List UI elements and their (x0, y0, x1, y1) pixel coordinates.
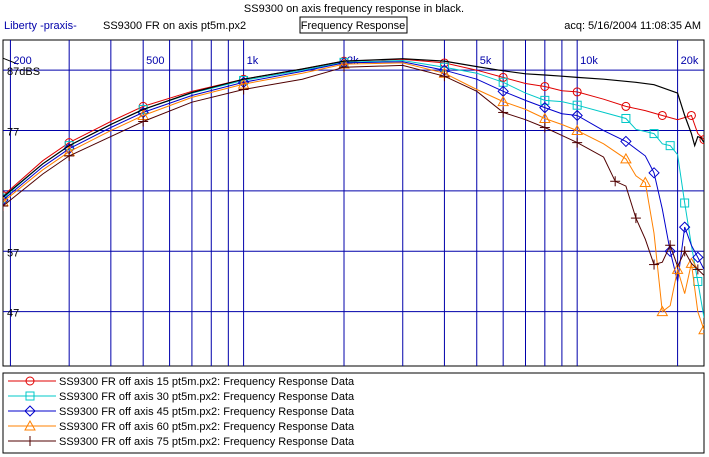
series-line-2 (3, 61, 704, 282)
legend-label: SS9300 FR off axis 60 pt5m.px2: Frequenc… (59, 421, 355, 433)
series-1-point (439, 62, 449, 72)
series-3-point (671, 263, 684, 274)
series-3-point (698, 323, 704, 335)
series-4-point (238, 84, 249, 95)
chart-title: SS9300 on axis frequency response in bla… (244, 3, 464, 15)
series-2-point (620, 135, 632, 148)
series-0-point (621, 101, 631, 111)
series-4-point (630, 213, 641, 224)
series-3-point (538, 112, 551, 123)
reference-level-marker (2, 57, 19, 65)
legend-marker (24, 405, 36, 417)
series-4-point (610, 176, 621, 187)
legend-marker (25, 436, 35, 446)
series-0-point (572, 87, 582, 97)
series-line-5 (3, 58, 704, 198)
series-0-point (498, 72, 508, 82)
x-tick-label: 500 (146, 55, 164, 67)
legend: SS9300 FR off axis 15 pt5m.px2: Frequenc… (8, 376, 355, 448)
legend-marker (25, 376, 35, 386)
legend-label: SS9300 FR off axis 15 pt5m.px2: Frequenc… (59, 376, 355, 388)
series-2-point (3, 194, 9, 206)
series-1-point (665, 141, 675, 151)
series-1-point (621, 113, 631, 123)
series-0-point (686, 110, 696, 120)
series-4-point (498, 107, 509, 118)
series-4-point (692, 264, 703, 275)
series-3-point (497, 95, 510, 107)
series-4-point (539, 122, 550, 133)
series-2-point (692, 251, 704, 264)
series-1-point (649, 129, 659, 139)
frequency-response-tab[interactable] (299, 16, 408, 34)
series-1-point (138, 104, 148, 114)
y-tick-label: 87dBS (7, 66, 40, 78)
series-4-point (138, 116, 149, 127)
legend-marker (25, 391, 35, 401)
series-3-point (3, 195, 9, 207)
app-name: Liberty -praxis- (4, 20, 77, 32)
legend-label: SS9300 FR off axis 75 pt5m.px2: Frequenc… (59, 436, 355, 448)
series-1-point (572, 100, 582, 110)
y-tick-label: 57 (7, 247, 19, 259)
series-4-point (64, 150, 75, 161)
series-0-point (657, 110, 667, 120)
y-tick-label: 77 (7, 127, 19, 139)
series-2-point (678, 221, 691, 233)
series-3-point (620, 152, 632, 164)
series-2-point (571, 109, 583, 122)
series-4-point (439, 71, 450, 82)
x-tick-label: 1k (247, 55, 259, 67)
series-line-4 (3, 64, 704, 276)
series-2-point (648, 167, 660, 179)
series-3-point (639, 176, 652, 187)
series-line-3 (3, 62, 704, 330)
series-3-point (656, 305, 669, 317)
x-tick-label: 200 (13, 55, 31, 67)
series-2-point (664, 245, 676, 258)
legend-marker (24, 419, 36, 431)
acquisition-timestamp: acq: 5/16/2004 11:08:35 AM (564, 20, 701, 32)
series-4-point (339, 62, 350, 73)
series-lines (3, 56, 704, 335)
series-line-0 (3, 58, 704, 197)
plot-frame (2, 39, 705, 367)
series-0-point (540, 81, 550, 91)
file-name: SS9300 FR on axis pt5m.px2 (103, 20, 246, 32)
series-1-point (540, 95, 550, 105)
series-1-point (64, 141, 74, 151)
legend-label: SS9300 FR off axis 30 pt5m.px2: Frequenc… (59, 391, 355, 403)
series-3-point (571, 124, 584, 136)
x-tick-label: 20k (681, 55, 699, 67)
series-4-point (3, 201, 8, 212)
series-1-point (680, 198, 690, 208)
series-4-point (572, 137, 583, 148)
frequency-response-tab-label: Frequency Response (301, 20, 406, 32)
series-4-point (649, 259, 660, 270)
series-0-point (699, 135, 704, 145)
y-tick-label: 47 (7, 308, 19, 320)
series-4-point (679, 246, 690, 257)
legend-label: SS9300 FR off axis 45 pt5m.px2: Frequenc… (59, 406, 355, 418)
x-tick-label: 10k (580, 55, 598, 67)
series-4-point (665, 240, 676, 251)
legend-box (2, 372, 705, 454)
series-3-point (685, 257, 698, 268)
x-tick-label: 5k (480, 55, 492, 67)
